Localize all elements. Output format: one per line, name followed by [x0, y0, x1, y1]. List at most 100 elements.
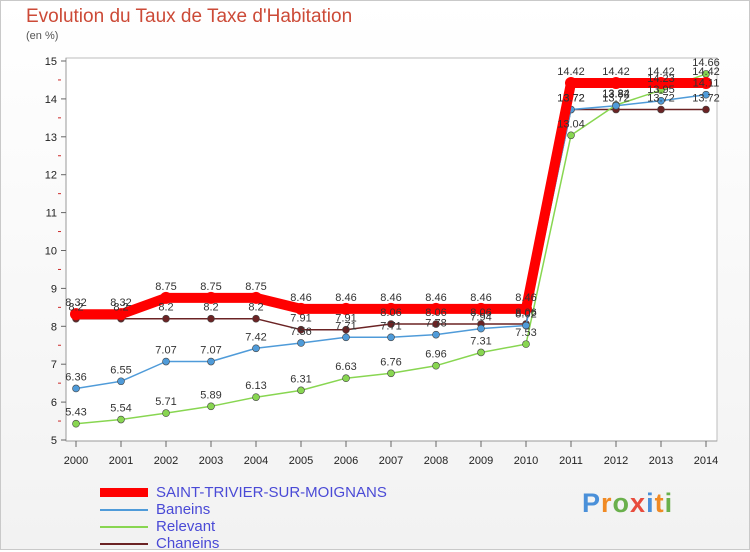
data-point — [475, 302, 487, 315]
data-point — [72, 419, 80, 428]
data-label: 5.89 — [200, 389, 221, 401]
logo-letter: i — [664, 488, 674, 518]
data-point — [250, 291, 262, 304]
data-label: 6.55 — [110, 364, 131, 376]
data-point — [477, 324, 485, 333]
data-label: 7.53 — [515, 327, 536, 339]
x-tick-label: 2007 — [379, 455, 403, 467]
data-label: 5.54 — [110, 403, 131, 415]
legend-item: Chaneins — [100, 535, 387, 552]
data-label: 8.06 — [425, 307, 446, 319]
logo-letter: i — [646, 488, 655, 518]
data-label: 7.07 — [155, 345, 176, 357]
data-label: 8.75 — [200, 281, 221, 293]
x-tick-label: 2013 — [649, 455, 673, 467]
data-label: 8.2 — [248, 302, 263, 314]
y-tick-label: 15 — [45, 56, 57, 68]
legend-label: Relevant — [156, 518, 216, 535]
data-point — [612, 101, 620, 110]
logo-letter: r — [601, 488, 613, 518]
data-point — [522, 340, 530, 348]
data-point — [295, 302, 307, 315]
data-point — [657, 96, 665, 105]
data-point — [342, 374, 350, 383]
legend-item: Relevant — [100, 518, 387, 535]
data-point — [700, 76, 712, 89]
series-1 — [72, 90, 710, 393]
data-label: 5.71 — [155, 396, 176, 408]
data-label: 14.42 — [602, 66, 630, 78]
y-tick-label: 8 — [51, 321, 57, 333]
data-label: 13.72 — [557, 93, 585, 105]
data-point — [207, 314, 215, 323]
proxiti-logo: Proxiti — [582, 488, 673, 519]
data-point — [655, 76, 667, 89]
series-0 — [70, 76, 712, 321]
y-tick-label: 12 — [45, 170, 57, 182]
data-point — [520, 302, 532, 315]
legend-item: SAINT-TRIVIER-SUR-MOIGNANS — [100, 484, 387, 501]
data-label: 14.42 — [647, 66, 675, 78]
data-label: 8.2 — [68, 302, 83, 314]
data-point — [207, 402, 215, 411]
legend-swatch — [100, 525, 148, 528]
data-label: 14.66 — [692, 57, 720, 69]
data-label: 13.72 — [647, 93, 675, 105]
data-label: 8.06 — [515, 307, 536, 319]
data-point — [252, 393, 260, 401]
data-point — [342, 333, 350, 342]
logo-letter: o — [612, 488, 631, 518]
data-point — [340, 302, 352, 315]
data-label: 8.46 — [470, 292, 491, 304]
data-point — [432, 330, 440, 339]
data-point — [702, 105, 710, 114]
data-point — [162, 314, 170, 323]
legend-label: Chaneins — [156, 535, 220, 552]
data-label: 8.46 — [515, 292, 536, 304]
data-label: 13.72 — [692, 93, 720, 105]
data-point — [477, 348, 485, 357]
data-point — [702, 90, 710, 99]
data-point — [387, 369, 395, 378]
x-tick-label: 2005 — [289, 455, 313, 467]
data-label: 8.32 — [65, 297, 86, 309]
data-label: 8.75 — [245, 281, 266, 293]
data-label: 13.95 — [647, 84, 675, 96]
x-tick-label: 2003 — [199, 455, 223, 467]
data-label: 7.56 — [290, 326, 311, 338]
legend-item: Baneins — [100, 501, 387, 518]
x-tick-label: 2014 — [694, 455, 718, 467]
data-label: 7.71 — [335, 320, 356, 332]
data-label: 6.63 — [335, 361, 356, 373]
data-label: 6.76 — [380, 356, 401, 368]
x-tick-label: 2010 — [514, 455, 538, 467]
data-label: 13.84 — [602, 88, 630, 100]
data-label: 7.07 — [200, 345, 221, 357]
data-point — [72, 384, 80, 393]
data-label: 7.78 — [425, 318, 446, 330]
series-layer — [70, 70, 712, 428]
x-tick-label: 2009 — [469, 455, 493, 467]
data-label: 14.42 — [692, 66, 720, 78]
data-point — [162, 409, 170, 417]
y-tick-label: 9 — [51, 283, 57, 295]
data-label: 8.46 — [380, 292, 401, 304]
data-label: 7.91 — [290, 313, 311, 325]
data-point — [387, 333, 395, 342]
data-label: 7.31 — [470, 335, 491, 347]
data-label: 8.06 — [380, 307, 401, 319]
data-point — [207, 357, 215, 366]
data-point — [297, 386, 305, 395]
data-label: 7.94 — [470, 312, 491, 324]
data-point — [430, 302, 442, 315]
data-label: 7.91 — [335, 313, 356, 325]
data-point — [385, 302, 397, 315]
data-label: 14.23 — [647, 73, 675, 85]
y-tick-label: 14 — [45, 94, 57, 106]
x-tick-label: 2008 — [424, 455, 448, 467]
y-axis: 5 6 7 8 9 10 11 12 13 14 15 — [45, 56, 67, 447]
data-point — [565, 76, 577, 89]
data-point — [252, 314, 260, 323]
legend-swatch — [100, 542, 148, 545]
data-label: 14.42 — [557, 66, 585, 78]
